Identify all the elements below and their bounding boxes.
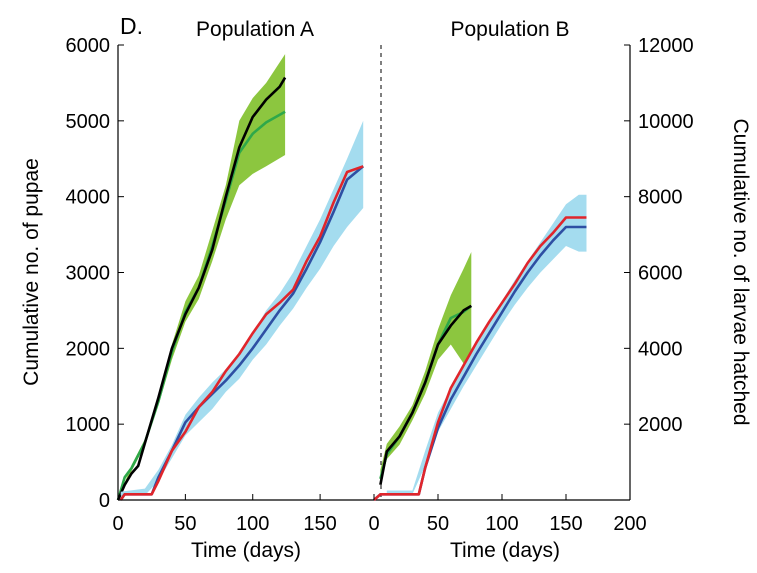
panel-a-x-tick-label: 50 xyxy=(174,513,196,535)
panel-a-larvae-observed-line xyxy=(119,165,364,501)
left-y-tick-label: 0 xyxy=(99,490,110,512)
panel-b-x-tick-label: 100 xyxy=(485,513,518,535)
panel-a-pupae-observed-line xyxy=(116,76,287,501)
left-y-tick-label: 1000 xyxy=(66,414,111,436)
left-y-axis-title: Cumulative no. of pupae xyxy=(20,158,43,386)
panel-b-pupae-observed-line xyxy=(379,304,472,486)
panel-b-pupae-band xyxy=(380,252,472,485)
left-y-tick-label: 5000 xyxy=(66,111,111,133)
right-y-tick-label: 4000 xyxy=(638,338,683,360)
panel-a-x-axis-title: Time (days) xyxy=(191,539,301,562)
panel-b-larvae-model-line xyxy=(373,225,587,501)
right-y-tick-label: 2000 xyxy=(638,414,683,436)
panel-a-pupae-model-line xyxy=(116,110,286,501)
left-y-tick-label: 4000 xyxy=(66,187,111,209)
left-y-tick-label: 2000 xyxy=(66,338,111,360)
right-y-tick-label: 8000 xyxy=(638,187,683,209)
left-y-tick-label: 6000 xyxy=(66,35,111,57)
right-y-axis-title: Cumulative no. of larvae hatched xyxy=(729,118,752,425)
panel-a-x-tick-label: 0 xyxy=(112,513,123,535)
series-layer xyxy=(116,54,587,501)
tick-layer: 0 50 100 150 0 1000 2000 3000 4000 5000 6000 0 50 100… xyxy=(66,35,694,535)
panel-a-x-tick-label: 100 xyxy=(236,513,269,535)
panel-b-x-tick-label: 50 xyxy=(427,513,449,535)
panel-b-larvae-observed-line xyxy=(373,216,587,501)
panel-a-larvae-model-line xyxy=(119,165,365,501)
left-y-tick-label: 3000 xyxy=(66,263,111,285)
panel-b-x-tick-label: 150 xyxy=(549,513,582,535)
panel-letter: D. xyxy=(120,13,143,39)
right-y-tick-label: 10000 xyxy=(638,111,694,133)
right-y-tick-label: 6000 xyxy=(638,263,683,285)
panel-b-title: Population B xyxy=(450,18,569,41)
panel-b-x-axis-title: Time (days) xyxy=(450,539,560,562)
plot-frame xyxy=(117,45,631,501)
right-y-tick-label: 12000 xyxy=(638,35,694,57)
panel-b-larvae-band xyxy=(386,194,587,495)
panel-b-x-tick-label: 200 xyxy=(613,513,646,535)
panel-a-x-tick-label: 150 xyxy=(303,513,336,535)
panel-b-x-tick-label: 0 xyxy=(368,513,379,535)
panel-a-title: Population A xyxy=(196,18,314,41)
